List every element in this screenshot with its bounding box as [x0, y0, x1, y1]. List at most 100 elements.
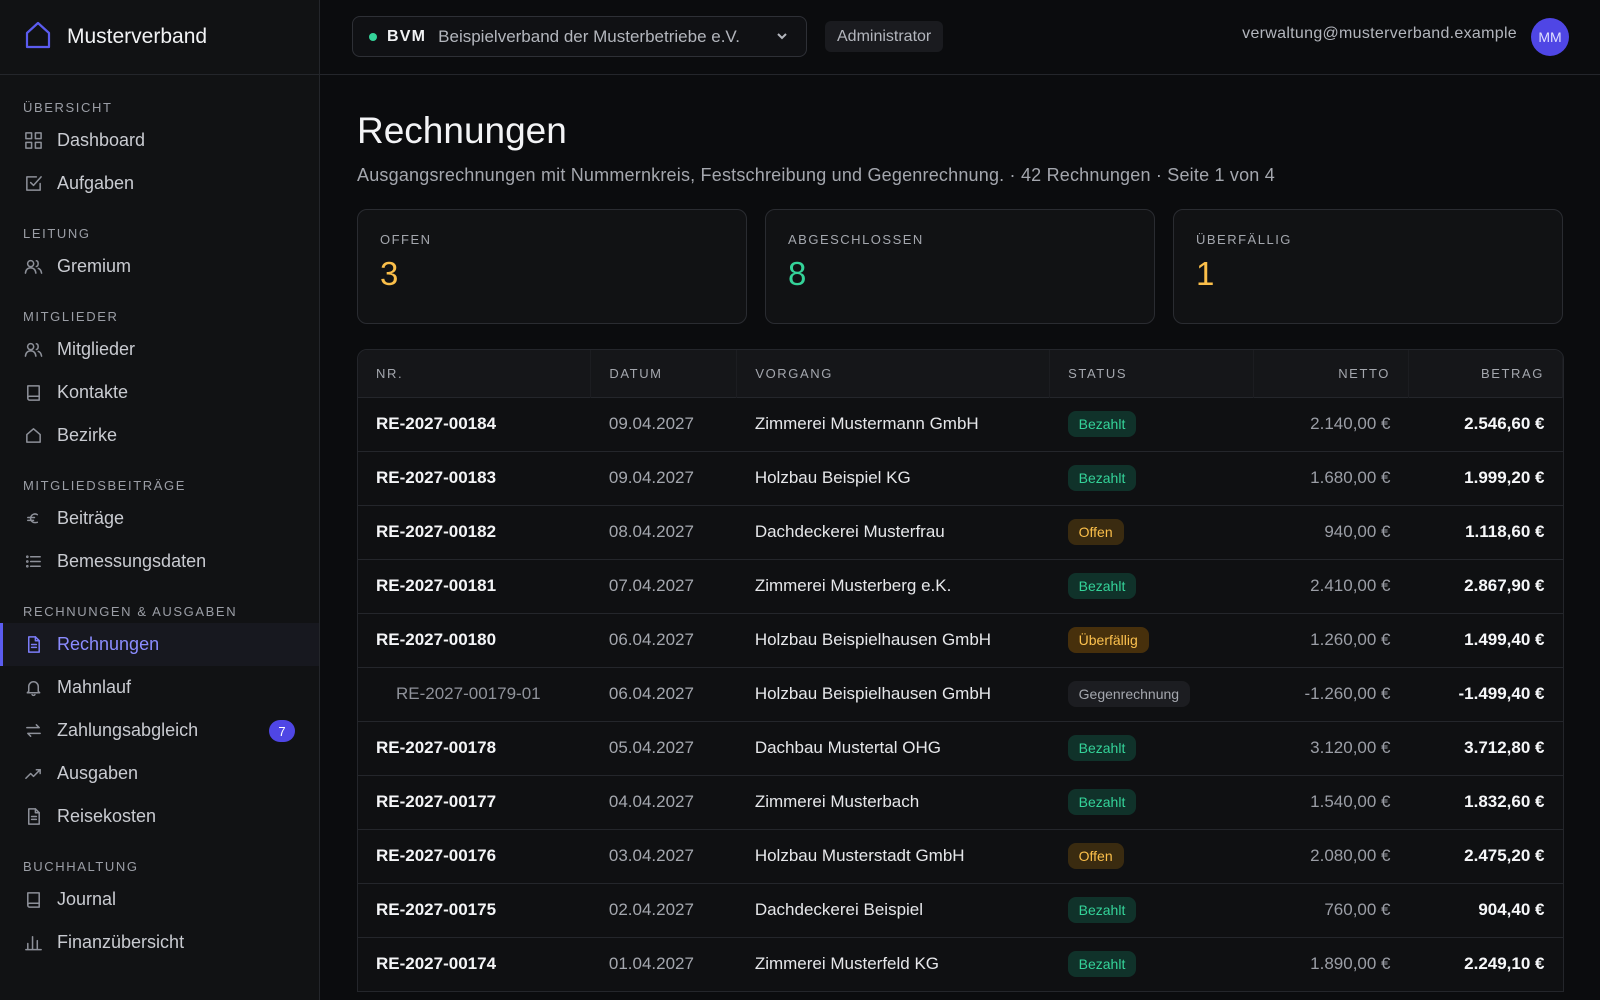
- grid-icon: [23, 131, 43, 151]
- invoice-number: RE-2027-00176: [358, 828, 591, 883]
- table-row[interactable]: RE-2027-00180 06.04.2027 Holzbau Beispielh…: [358, 612, 1563, 667]
- sidebar-item-gremium[interactable]: Gremium: [0, 245, 319, 288]
- invoice-amount: 2.867,90 €: [1408, 558, 1563, 613]
- invoice-net: 940,00 €: [1253, 504, 1409, 559]
- house-icon: [23, 426, 43, 446]
- bell-icon: [23, 678, 43, 698]
- status-badge: Bezahlt: [1067, 897, 1137, 923]
- sidebar-item-label: Mitglieder: [57, 339, 136, 359]
- invoice-customer: Holzbau Beispiel KG: [736, 450, 1050, 505]
- invoice-amount: 904,40 €: [1408, 882, 1563, 937]
- sidebar-item-mitglieder[interactable]: Mitglieder: [0, 328, 319, 371]
- sidebar-item-kontakte[interactable]: Kontakte: [0, 371, 319, 414]
- invoice-amount: 1.999,20 €: [1408, 450, 1563, 505]
- invoice-number: RE-2027-00183: [358, 450, 591, 505]
- stat-card-offen: OFFEN 3: [357, 209, 747, 324]
- status-cell: Bezahlt: [1049, 936, 1254, 991]
- sidebar-item-ausgaben[interactable]: Ausgaben: [0, 752, 319, 795]
- sidebar-item-bezirke[interactable]: Bezirke: [0, 414, 319, 457]
- sidebar-item-label: Beiträge: [57, 508, 125, 528]
- stat-value: 8: [788, 255, 807, 292]
- sidebar-item-label: Dashboard: [57, 130, 146, 150]
- checkbox-icon: [23, 174, 43, 194]
- table-header-row: NR. DATUM VORGANG STATUS NETTO BETRAG: [358, 350, 1563, 397]
- invoice-date: 04.04.2027: [590, 774, 737, 829]
- column-header-status[interactable]: STATUS: [1049, 350, 1255, 397]
- main-content: Rechnungen Ausgangsrechnungen mit Nummer…: [357, 75, 1564, 992]
- invoice-customer: Holzbau Beispielhausen GmbH: [736, 666, 1050, 721]
- invoice-net: 1.540,00 €: [1253, 774, 1409, 829]
- table-row[interactable]: RE-2027-00184 09.04.2027 Zimmerei Musterma…: [358, 396, 1563, 451]
- avatar[interactable]: MM: [1531, 18, 1569, 56]
- column-header-vorgang[interactable]: VORGANG: [736, 350, 1051, 397]
- sidebar-item-reisekosten[interactable]: Reisekosten: [0, 795, 319, 838]
- users-icon: [23, 257, 43, 277]
- sidebar-item-label: Bezirke: [57, 425, 118, 445]
- status-cell: Bezahlt: [1049, 720, 1254, 775]
- invoice-number: RE-2027-00177: [358, 774, 591, 829]
- sidebar-item-finanzuebersicht[interactable]: Finanzübersicht: [0, 921, 319, 964]
- invoice-customer: Zimmerei Musterfeld KG: [736, 936, 1050, 991]
- brand[interactable]: Musterverband: [0, 0, 319, 75]
- organization-select[interactable]: BVM Beispielverband der Musterbetriebe e…: [352, 16, 807, 57]
- nav-section-leitung: LEITUNG: [23, 226, 91, 241]
- column-header-datum[interactable]: DATUM: [590, 350, 738, 397]
- sidebar-item-bemessungsdaten[interactable]: Bemessungsdaten: [0, 540, 319, 583]
- table-row[interactable]: RE-2027-00182 08.04.2027 Dachdeckerei Must…: [358, 504, 1563, 559]
- sidebar-item-mahnlauf[interactable]: Mahnlauf: [0, 666, 319, 709]
- invoice-amount: 2.249,10 €: [1408, 936, 1563, 991]
- sidebar-item-label: Journal: [57, 889, 117, 909]
- table-row[interactable]: RE-2027-00176 03.04.2027 Holzbau Mustersta…: [358, 828, 1563, 883]
- nav-section-uebersicht: ÜBERSICHT: [23, 100, 113, 115]
- sidebar-item-rechnungen[interactable]: Rechnungen: [0, 623, 319, 666]
- invoice-amount: 2.475,20 €: [1408, 828, 1563, 883]
- table-row[interactable]: RE-2027-00179-01 06.04.2027 Holzbau Beispi…: [358, 666, 1563, 721]
- invoice-net: 1.680,00 €: [1253, 450, 1409, 505]
- table-row[interactable]: RE-2027-00175 02.04.2027 Dachdeckerei Beis…: [358, 882, 1563, 937]
- status-cell: Offen: [1049, 828, 1254, 883]
- sidebar-item-dashboard[interactable]: Dashboard: [0, 119, 319, 162]
- invoice-net: 2.410,00 €: [1253, 558, 1409, 613]
- invoice-customer: Dachdeckerei Musterfrau: [736, 504, 1050, 559]
- table-row[interactable]: RE-2027-00174 01.04.2027 Zimmerei Musterfe…: [358, 936, 1563, 991]
- sidebar-item-aufgaben[interactable]: Aufgaben: [0, 162, 319, 205]
- column-header-nr[interactable]: NR.: [358, 350, 592, 397]
- invoice-amount: 3.712,80 €: [1408, 720, 1563, 775]
- sidebar-item-label: Finanzübersicht: [57, 932, 185, 952]
- stats-row: OFFEN 3 ABGESCHLOSSEN 8 ÜBERFÄLLIG 1: [357, 209, 1564, 324]
- sidebar-item-zahlungsabgleich[interactable]: Zahlungsabgleich 7: [0, 709, 319, 752]
- arrows-swap-icon: [23, 721, 43, 741]
- invoice-customer: Holzbau Beispielhausen GmbH: [736, 612, 1050, 667]
- invoice-date: 06.04.2027: [590, 666, 737, 721]
- status-badge: Bezahlt: [1067, 411, 1137, 437]
- sidebar-item-label: Ausgaben: [57, 763, 139, 783]
- bar-chart-icon: [23, 933, 43, 953]
- invoice-date: 01.04.2027: [590, 936, 737, 991]
- sidebar-item-label: Aufgaben: [57, 173, 135, 193]
- org-name: Beispielverband der Musterbetriebe e.V.: [438, 26, 740, 46]
- user-email[interactable]: verwaltung@musterverband.example: [1242, 25, 1517, 42]
- table-row[interactable]: RE-2027-00177 04.04.2027 Zimmerei Musterba…: [358, 774, 1563, 829]
- table-row[interactable]: RE-2027-00178 05.04.2027 Dachbau Mustertal…: [358, 720, 1563, 775]
- table-row[interactable]: RE-2027-00181 07.04.2027 Zimmerei Musterbe…: [358, 558, 1563, 613]
- stat-card-abgeschlossen: ABGESCHLOSSEN 8: [765, 209, 1155, 324]
- status-cell: Bezahlt: [1049, 558, 1254, 613]
- status-cell: Bezahlt: [1049, 396, 1254, 451]
- invoice-customer: Dachbau Mustertal OHG: [736, 720, 1050, 775]
- invoice-number: RE-2027-00179-01: [358, 666, 591, 721]
- column-header-netto[interactable]: NETTO: [1253, 350, 1410, 397]
- sidebar-item-beitraege[interactable]: Beiträge: [0, 497, 319, 540]
- table-row[interactable]: RE-2027-00183 09.04.2027 Holzbau Beispiel …: [358, 450, 1563, 505]
- sidebar-item-journal[interactable]: Journal: [0, 878, 319, 921]
- column-header-betrag[interactable]: BETRAG: [1408, 350, 1563, 397]
- invoice-date: 08.04.2027: [590, 504, 737, 559]
- sidebar-item-label: Mahnlauf: [57, 677, 132, 697]
- sidebar-nav: ÜBERSICHT Dashboard Aufgaben LEITUNG Gre…: [0, 75, 319, 964]
- sidebar-item-label: Zahlungsabgleich: [57, 720, 199, 740]
- page-title: Rechnungen: [357, 110, 567, 151]
- document-icon: [23, 635, 43, 655]
- invoice-number: RE-2027-00181: [358, 558, 591, 613]
- book-icon: [23, 890, 43, 910]
- invoice-amount: -1.499,40 €: [1408, 666, 1563, 721]
- invoice-customer: Holzbau Musterstadt GmbH: [736, 828, 1050, 883]
